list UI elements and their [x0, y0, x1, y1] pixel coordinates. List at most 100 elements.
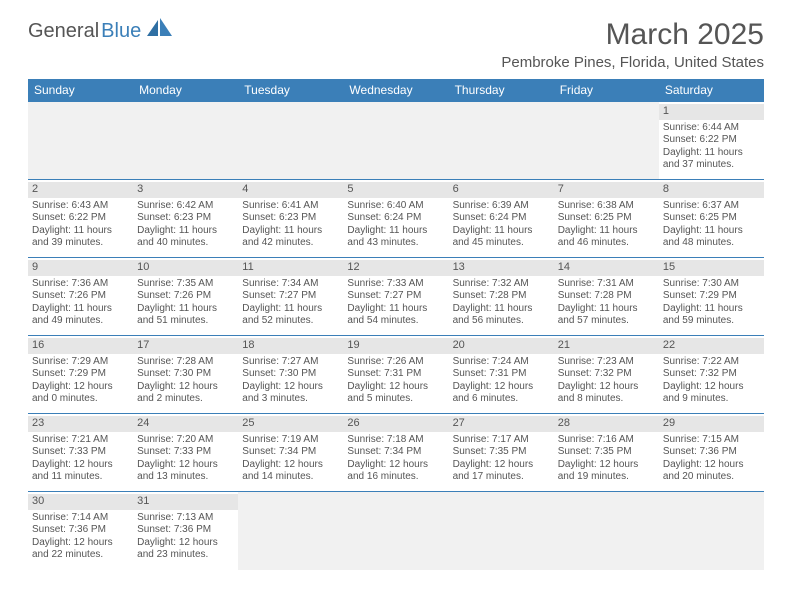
day-number: 4 [238, 182, 343, 198]
calendar-day-cell: 5Sunrise: 6:40 AMSunset: 6:24 PMDaylight… [343, 180, 448, 258]
daylight-text: Daylight: 11 hours and 52 minutes. [242, 303, 339, 328]
sunset-text: Sunset: 7:36 PM [663, 446, 760, 459]
calendar-day-cell [343, 492, 448, 570]
day-number: 29 [659, 416, 764, 432]
daylight-text: Daylight: 12 hours and 17 minutes. [453, 459, 550, 484]
day-number: 20 [449, 338, 554, 354]
calendar-day-cell: 11Sunrise: 7:34 AMSunset: 7:27 PMDayligh… [238, 258, 343, 336]
calendar-day-cell: 18Sunrise: 7:27 AMSunset: 7:30 PMDayligh… [238, 336, 343, 414]
daylight-text: Daylight: 11 hours and 39 minutes. [32, 225, 129, 250]
day-number: 13 [449, 260, 554, 276]
sunrise-text: Sunrise: 7:15 AM [663, 434, 760, 447]
calendar-week-row: 2Sunrise: 6:43 AMSunset: 6:22 PMDaylight… [28, 180, 764, 258]
daylight-text: Daylight: 12 hours and 9 minutes. [663, 381, 760, 406]
calendar-day-cell [238, 492, 343, 570]
daylight-text: Daylight: 12 hours and 11 minutes. [32, 459, 129, 484]
day-number: 2 [28, 182, 133, 198]
sunrise-text: Sunrise: 7:31 AM [558, 278, 655, 291]
calendar-day-cell [238, 102, 343, 180]
sunrise-text: Sunrise: 7:21 AM [32, 434, 129, 447]
day-number: 6 [449, 182, 554, 198]
weekday-header: Friday [554, 79, 659, 102]
daylight-text: Daylight: 12 hours and 22 minutes. [32, 537, 129, 562]
calendar-page: GeneralBlue March 2025 Pembroke Pines, F… [0, 0, 792, 580]
calendar-day-cell: 9Sunrise: 7:36 AMSunset: 7:26 PMDaylight… [28, 258, 133, 336]
sunset-text: Sunset: 7:33 PM [32, 446, 129, 459]
day-number: 14 [554, 260, 659, 276]
day-number: 24 [133, 416, 238, 432]
calendar-body: 1Sunrise: 6:44 AMSunset: 6:22 PMDaylight… [28, 102, 764, 570]
daylight-text: Daylight: 11 hours and 40 minutes. [137, 225, 234, 250]
calendar-day-cell: 13Sunrise: 7:32 AMSunset: 7:28 PMDayligh… [449, 258, 554, 336]
calendar-day-cell: 19Sunrise: 7:26 AMSunset: 7:31 PMDayligh… [343, 336, 448, 414]
calendar-day-cell: 29 Sunrise: 7:15 AMSunset: 7:36 PMDayligh… [659, 414, 764, 492]
sunrise-text: Sunrise: 6:39 AM [453, 200, 550, 213]
sunset-text: Sunset: 7:27 PM [347, 290, 444, 303]
daylight-text: Daylight: 12 hours and 20 minutes. [663, 459, 760, 484]
calendar-day-cell [343, 102, 448, 180]
day-number: 21 [554, 338, 659, 354]
calendar-day-cell: 17Sunrise: 7:28 AMSunset: 7:30 PMDayligh… [133, 336, 238, 414]
calendar-day-cell [449, 492, 554, 570]
daylight-text: Daylight: 11 hours and 57 minutes. [558, 303, 655, 328]
sunset-text: Sunset: 7:26 PM [137, 290, 234, 303]
daylight-text: Daylight: 12 hours and 5 minutes. [347, 381, 444, 406]
sunset-text: Sunset: 7:32 PM [558, 368, 655, 381]
sunset-text: Sunset: 7:31 PM [347, 368, 444, 381]
daylight-text: Daylight: 11 hours and 42 minutes. [242, 225, 339, 250]
daylight-text: Daylight: 11 hours and 49 minutes. [32, 303, 129, 328]
day-number: 18 [238, 338, 343, 354]
sunrise-text: Sunrise: 7:20 AM [137, 434, 234, 447]
calendar-week-row: 23Sunrise: 7:21 AMSunset: 7:33 PMDayligh… [28, 414, 764, 492]
calendar-day-cell: 24Sunrise: 7:20 AMSunset: 7:33 PMDayligh… [133, 414, 238, 492]
daylight-text: Daylight: 12 hours and 23 minutes. [137, 537, 234, 562]
sunrise-text: Sunrise: 7:17 AM [453, 434, 550, 447]
sunrise-text: Sunrise: 7:35 AM [137, 278, 234, 291]
location-subtitle: Pembroke Pines, Florida, United States [501, 54, 764, 71]
calendar-day-cell: 14 Sunrise: 7:31 AMSunset: 7:28 PMDayligh… [554, 258, 659, 336]
sunset-text: Sunset: 6:24 PM [453, 212, 550, 225]
sunset-text: Sunset: 7:36 PM [32, 524, 129, 537]
daylight-text: Daylight: 11 hours and 46 minutes. [558, 225, 655, 250]
calendar-week-row: 16Sunrise: 7:29 AMSunset: 7:29 PMDayligh… [28, 336, 764, 414]
sunset-text: Sunset: 7:31 PM [453, 368, 550, 381]
sunset-text: Sunset: 7:36 PM [137, 524, 234, 537]
sunset-text: Sunset: 7:28 PM [558, 290, 655, 303]
sunrise-text: Sunrise: 7:33 AM [347, 278, 444, 291]
month-title: March 2025 [501, 18, 764, 52]
sunset-text: Sunset: 7:27 PM [242, 290, 339, 303]
sunset-text: Sunset: 7:34 PM [347, 446, 444, 459]
calendar-table: Sunday Monday Tuesday Wednesday Thursday… [28, 79, 764, 570]
sunrise-text: Sunrise: 6:37 AM [663, 200, 760, 213]
weekday-header: Thursday [449, 79, 554, 102]
calendar-day-cell: 8Sunrise: 6:37 AMSunset: 6:25 PMDaylight… [659, 180, 764, 258]
sail-icon [147, 18, 173, 44]
sunrise-text: Sunrise: 7:34 AM [242, 278, 339, 291]
daylight-text: Daylight: 11 hours and 59 minutes. [663, 303, 760, 328]
day-number: 12 [343, 260, 448, 276]
logo-text-blue: Blue [101, 20, 141, 43]
sunset-text: Sunset: 6:22 PM [663, 134, 760, 147]
sunrise-text: Sunrise: 7:14 AM [32, 512, 129, 525]
calendar-day-cell: 4Sunrise: 6:41 AMSunset: 6:23 PMDaylight… [238, 180, 343, 258]
calendar-day-cell [28, 102, 133, 180]
calendar-day-cell: 28Sunrise: 7:16 AMSunset: 7:35 PMDayligh… [554, 414, 659, 492]
sunset-text: Sunset: 6:24 PM [347, 212, 444, 225]
sunrise-text: Sunrise: 6:42 AM [137, 200, 234, 213]
sunrise-text: Sunrise: 6:38 AM [558, 200, 655, 213]
sunrise-text: Sunrise: 7:32 AM [453, 278, 550, 291]
calendar-day-cell: 15Sunrise: 7:30 AMSunset: 7:29 PMDayligh… [659, 258, 764, 336]
day-number: 5 [343, 182, 448, 198]
sunrise-text: Sunrise: 7:22 AM [663, 356, 760, 369]
sunset-text: Sunset: 6:23 PM [137, 212, 234, 225]
calendar-day-cell: 23Sunrise: 7:21 AMSunset: 7:33 PMDayligh… [28, 414, 133, 492]
day-number: 30 [28, 494, 133, 510]
sunset-text: Sunset: 7:32 PM [663, 368, 760, 381]
daylight-text: Daylight: 11 hours and 43 minutes. [347, 225, 444, 250]
daylight-text: Daylight: 12 hours and 6 minutes. [453, 381, 550, 406]
calendar-day-cell: 31Sunrise: 7:13 AMSunset: 7:36 PMDayligh… [133, 492, 238, 570]
daylight-text: Daylight: 12 hours and 0 minutes. [32, 381, 129, 406]
sunrise-text: Sunrise: 7:16 AM [558, 434, 655, 447]
sunrise-text: Sunrise: 7:24 AM [453, 356, 550, 369]
calendar-day-cell: 6Sunrise: 6:39 AMSunset: 6:24 PMDaylight… [449, 180, 554, 258]
